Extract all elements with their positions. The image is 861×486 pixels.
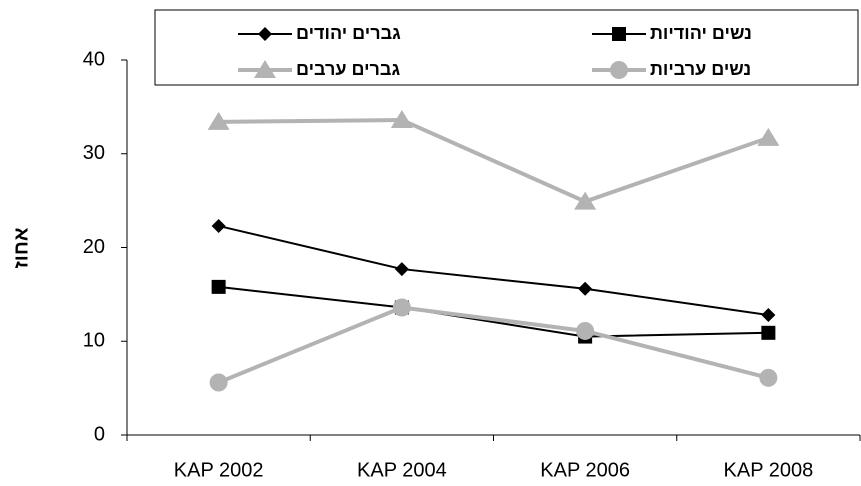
marker: [759, 368, 778, 387]
y-axis-label: אחוז: [10, 227, 32, 268]
marker: [254, 60, 276, 78]
marker: [258, 27, 272, 41]
marker: [761, 325, 776, 340]
marker: [392, 298, 411, 317]
marker: [610, 61, 628, 79]
y-tick-label: 10: [83, 330, 105, 352]
x-tick-label: KAP 2008: [724, 459, 814, 481]
marker: [576, 321, 595, 340]
marker: [757, 127, 780, 146]
marker: [209, 373, 228, 392]
marker: [612, 27, 626, 41]
marker: [207, 111, 230, 130]
x-tick-label: KAP 2006: [540, 459, 630, 481]
marker: [578, 281, 593, 296]
x-tick-label: KAP 2004: [357, 459, 447, 481]
marker: [211, 279, 226, 294]
y-tick-label: 30: [83, 142, 105, 164]
marker: [761, 308, 776, 322]
x-tick-label: KAP 2002: [174, 459, 264, 481]
series-line: [218, 285, 769, 338]
legend-label: גברים יהודים: [296, 23, 401, 43]
series-line: [217, 305, 769, 385]
series-line: [218, 224, 769, 316]
y-tick-label: 20: [83, 236, 105, 258]
marker: [394, 262, 409, 277]
y-tick-label: 0: [94, 423, 105, 445]
legend-label: נשים יהודיות: [650, 23, 752, 43]
marker: [574, 191, 597, 210]
marker: [211, 218, 226, 233]
legend-label: נשים ערביות: [650, 59, 751, 79]
legend-label: גברים ערבים: [296, 59, 400, 79]
series-line: [218, 117, 770, 204]
y-tick-label: 40: [83, 48, 105, 70]
marker: [390, 110, 413, 128]
